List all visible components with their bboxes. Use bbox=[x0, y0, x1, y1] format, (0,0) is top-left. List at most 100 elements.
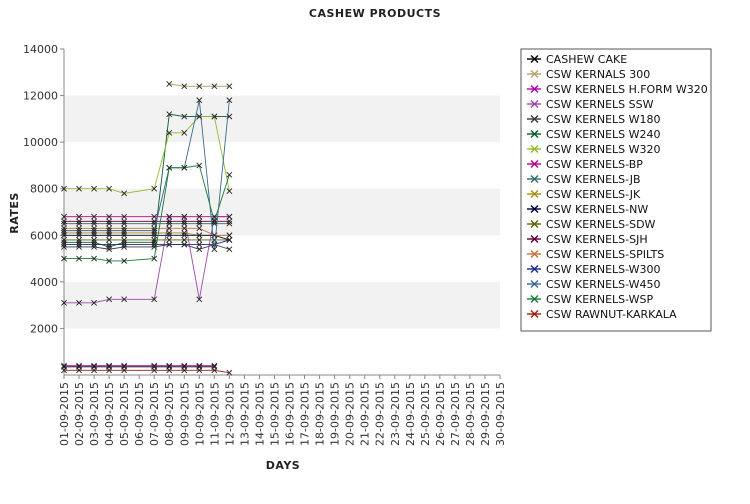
marker-stroke bbox=[166, 213, 173, 220]
marker-stroke bbox=[181, 83, 188, 90]
x-tick-label: 11-09-2015 bbox=[208, 382, 221, 446]
legend-label: CSW KERNELS W320 bbox=[546, 143, 661, 156]
data-point bbox=[196, 296, 203, 303]
marker-stroke bbox=[166, 237, 173, 243]
marker-stroke bbox=[196, 97, 203, 104]
marker-stroke bbox=[181, 225, 188, 232]
data-point bbox=[151, 255, 158, 262]
data-point bbox=[121, 227, 128, 234]
data-point bbox=[121, 220, 128, 227]
data-point bbox=[211, 237, 218, 243]
marker-stroke bbox=[76, 239, 82, 246]
data-point bbox=[61, 225, 67, 232]
marker-stroke bbox=[61, 367, 67, 374]
marker-stroke bbox=[106, 241, 113, 248]
data-point bbox=[151, 232, 158, 239]
x-tick-label: 08-09-2015 bbox=[163, 382, 176, 446]
data-point bbox=[151, 237, 158, 243]
legend-item: CSW KERNELS-W450 bbox=[527, 278, 661, 291]
data-point bbox=[196, 213, 203, 220]
data-point bbox=[226, 188, 233, 194]
marker-stroke bbox=[106, 220, 113, 227]
marker-stroke bbox=[76, 244, 82, 250]
marker-stroke bbox=[166, 81, 173, 87]
marker-stroke bbox=[196, 218, 203, 225]
legend-swatch-marker bbox=[530, 70, 539, 78]
data-point bbox=[61, 239, 67, 246]
data-point bbox=[166, 237, 173, 243]
data-point bbox=[226, 369, 233, 376]
x-tick-label: 03-09-2015 bbox=[88, 382, 101, 446]
data-point bbox=[211, 246, 218, 253]
marker-stroke bbox=[196, 225, 203, 232]
marker-stroke bbox=[91, 220, 97, 227]
marker-stroke bbox=[211, 218, 218, 225]
data-point bbox=[121, 241, 128, 248]
x-tick-label: 28-09-2015 bbox=[464, 382, 477, 446]
x-tick-label: 01-09-2015 bbox=[58, 382, 71, 446]
data-point bbox=[76, 362, 82, 369]
data-point bbox=[166, 129, 173, 136]
legend-label: CSW KERNELS-SPILTS bbox=[546, 248, 664, 261]
data-point bbox=[151, 296, 158, 303]
marker-stroke bbox=[61, 225, 67, 232]
legend-swatch-marker bbox=[530, 130, 539, 138]
x-tick-label: 30-09-2015 bbox=[494, 382, 507, 446]
marker-stroke bbox=[61, 218, 67, 225]
data-point bbox=[61, 362, 67, 369]
marker-stroke bbox=[121, 241, 128, 248]
marker-stroke bbox=[211, 113, 218, 120]
marker-stroke bbox=[196, 213, 203, 220]
data-point bbox=[211, 83, 218, 90]
x-tick-label: 18-09-2015 bbox=[314, 382, 327, 446]
marker-stroke bbox=[106, 244, 113, 250]
legend-swatch-marker bbox=[530, 100, 539, 108]
data-point bbox=[76, 244, 82, 250]
data-point bbox=[76, 220, 82, 227]
data-point bbox=[196, 237, 203, 243]
data-point bbox=[106, 218, 113, 225]
marker-stroke bbox=[166, 362, 173, 369]
marker-stroke bbox=[151, 244, 158, 250]
data-point bbox=[76, 255, 82, 262]
data-point bbox=[91, 367, 97, 374]
marker-stroke bbox=[61, 232, 67, 239]
data-point bbox=[76, 239, 82, 246]
x-tick-label: 10-09-2015 bbox=[193, 382, 206, 446]
data-point bbox=[106, 257, 113, 264]
legend-item: CSW KERNELS-SDW bbox=[527, 218, 656, 231]
legend-item: CSW KERNELS-W300 bbox=[527, 263, 661, 276]
data-point bbox=[226, 246, 233, 253]
x-tick-label: 09-09-2015 bbox=[178, 382, 191, 446]
data-point bbox=[91, 232, 97, 239]
marker-stroke bbox=[76, 225, 82, 232]
marker-stroke bbox=[106, 362, 113, 369]
data-point bbox=[226, 220, 233, 227]
legend-swatch-marker bbox=[530, 250, 539, 258]
data-point bbox=[121, 367, 128, 374]
x-tick-label: 16-09-2015 bbox=[284, 382, 297, 446]
marker-stroke bbox=[151, 213, 158, 220]
marker-stroke bbox=[211, 362, 218, 369]
marker-stroke bbox=[61, 227, 67, 234]
marker-stroke bbox=[91, 227, 97, 234]
data-point bbox=[106, 227, 113, 234]
data-point bbox=[106, 367, 113, 374]
marker-stroke bbox=[76, 299, 82, 306]
data-point bbox=[76, 213, 82, 220]
data-point bbox=[91, 299, 97, 306]
marker-stroke bbox=[166, 129, 173, 136]
legend-swatch-marker bbox=[530, 190, 539, 198]
data-point bbox=[196, 225, 203, 232]
legend-swatch-marker bbox=[530, 160, 539, 168]
data-point bbox=[121, 237, 128, 243]
marker-stroke bbox=[181, 230, 188, 236]
marker-stroke bbox=[226, 218, 233, 225]
marker-stroke bbox=[91, 239, 97, 246]
data-point bbox=[211, 113, 218, 120]
marker-stroke bbox=[106, 257, 113, 264]
data-point bbox=[181, 232, 188, 239]
marker-stroke bbox=[76, 213, 82, 220]
legend-label: CSW KERNELS W240 bbox=[546, 128, 661, 141]
